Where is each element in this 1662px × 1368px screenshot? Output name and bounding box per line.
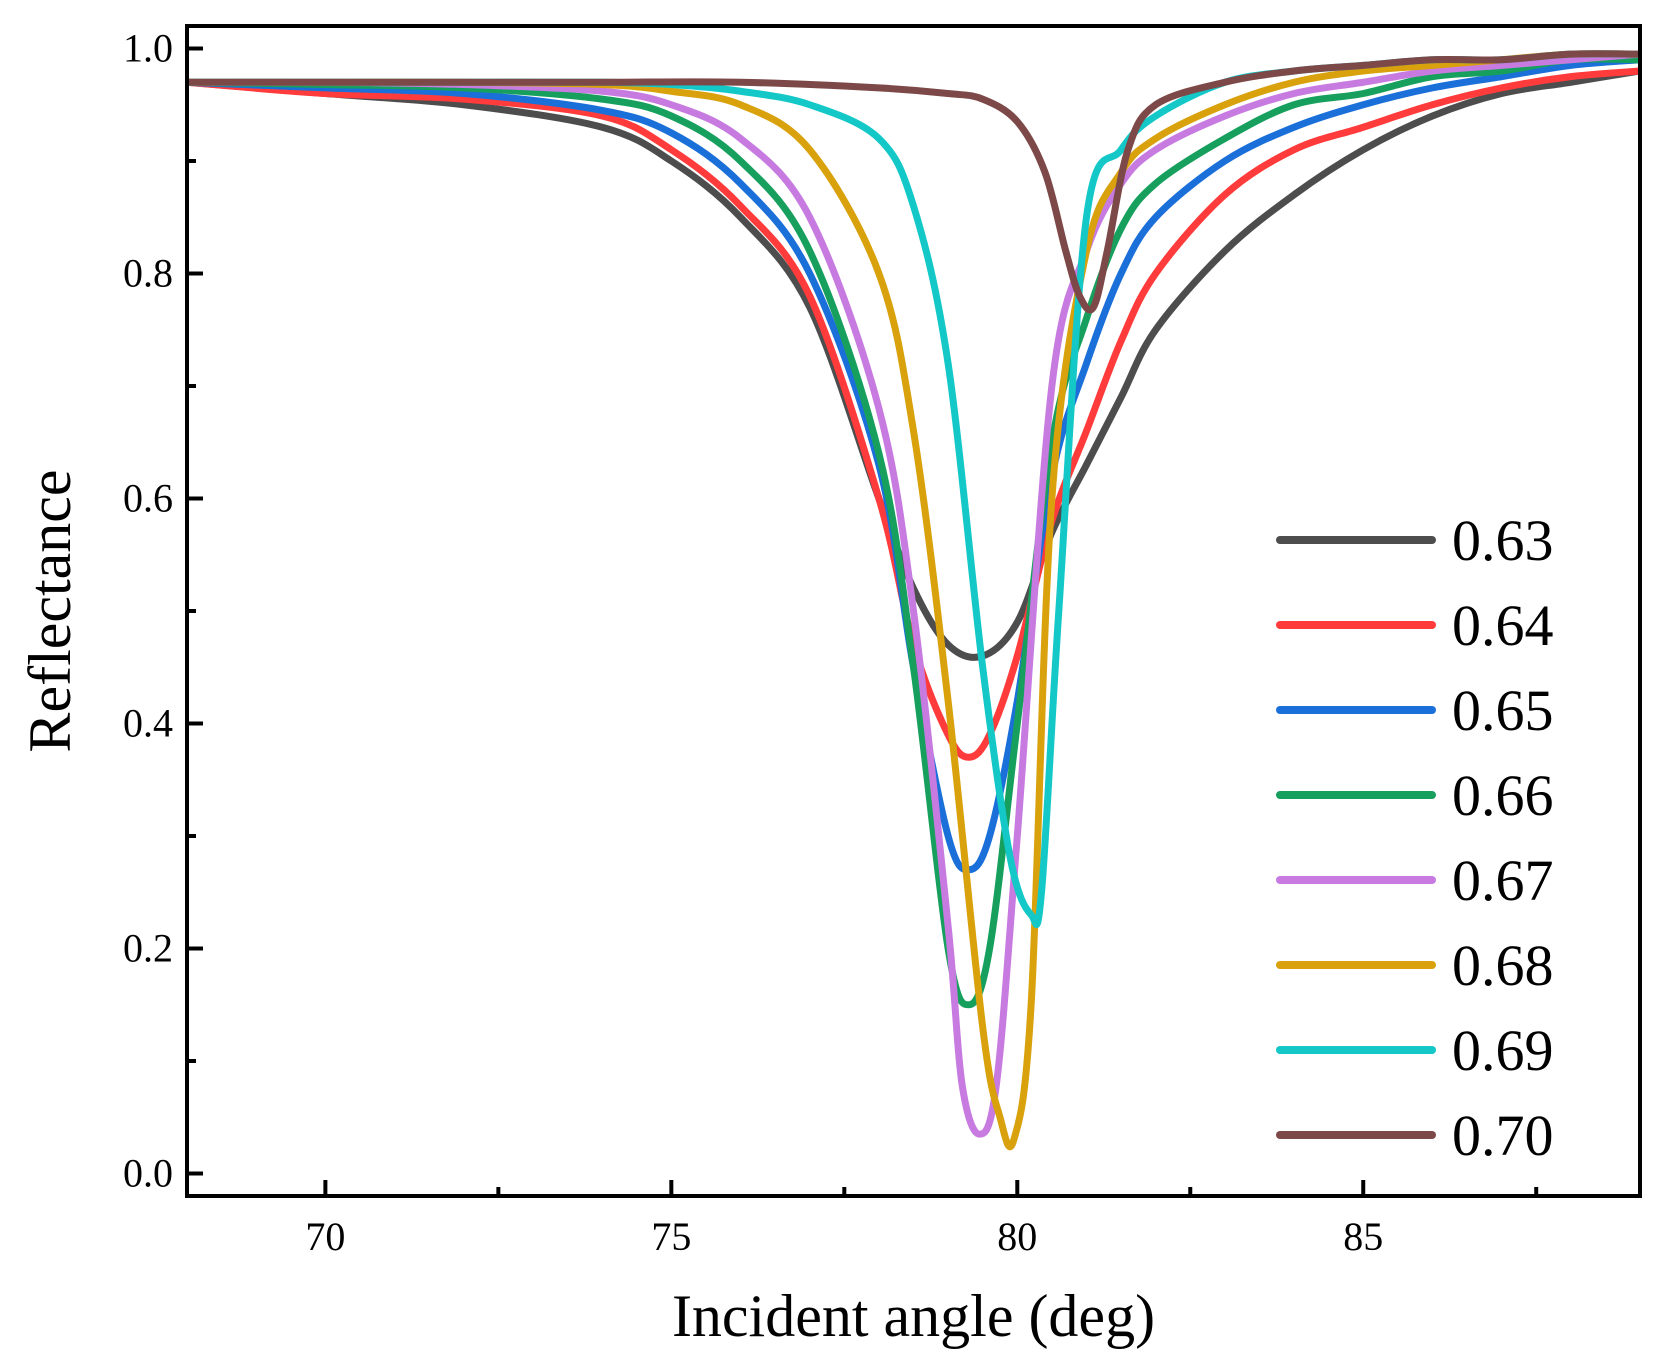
x-axis-title: Incident angle (deg)	[672, 1283, 1155, 1349]
legend-label-0.67: 0.67	[1452, 848, 1554, 913]
legend-label-0.66: 0.66	[1452, 763, 1554, 828]
series-layer	[187, 50, 1640, 1151]
series-line-0.63	[187, 67, 1640, 661]
y-tick-label-0.2: 0.2	[123, 926, 173, 971]
legend-label-0.65: 0.65	[1452, 678, 1554, 743]
series-line-0.70	[187, 50, 1640, 314]
legend-label-0.69: 0.69	[1452, 1018, 1554, 1083]
legend-label-0.63: 0.63	[1452, 508, 1554, 573]
y-axis-title: Reflectance	[17, 469, 83, 752]
legend: 0.63 0.64 0.65 0.66 0.67 0.68 0.69 0.70	[1276, 508, 1554, 1168]
y-tick-label-0.8: 0.8	[123, 251, 173, 296]
axes-layer: 70 75 80 85 0.0 0.2 0.4 0.6 0.8 1.0	[123, 26, 1539, 1259]
y-tick-label-0.6: 0.6	[123, 476, 173, 521]
legend-label-0.70: 0.70	[1452, 1103, 1554, 1168]
x-tick-label-75: 75	[651, 1214, 691, 1259]
y-tick-label-0: 0.0	[123, 1151, 173, 1196]
series-line-0.67	[187, 50, 1640, 1138]
x-tick-label-80: 80	[997, 1214, 1037, 1259]
series-line-0.66	[187, 55, 1640, 1009]
x-tick-label-85: 85	[1343, 1214, 1383, 1259]
legend-label-0.68: 0.68	[1452, 933, 1554, 998]
legend-label-0.64: 0.64	[1452, 593, 1554, 658]
series-line-0.68	[187, 50, 1640, 1151]
y-tick-label-1: 1.0	[123, 26, 173, 71]
y-tick-label-0.4: 0.4	[123, 701, 173, 746]
x-tick-label-70: 70	[305, 1214, 345, 1259]
series-line-0.65	[187, 56, 1640, 874]
